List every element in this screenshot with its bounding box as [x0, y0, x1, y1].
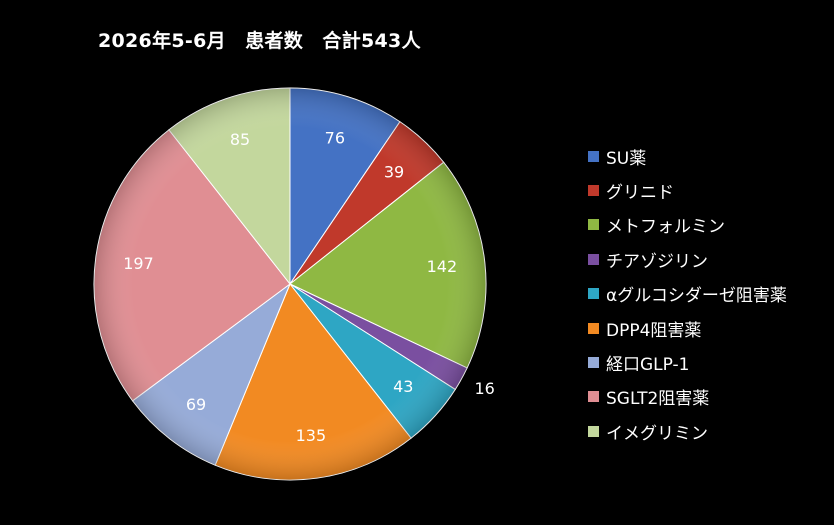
legend-swatch — [588, 425, 599, 437]
pie-data-labels: 76 39 142 16 43 135 69 197 85 — [123, 128, 495, 445]
legend-swatch — [588, 150, 599, 162]
legend-label: チアゾジリン — [606, 251, 708, 272]
legend-item-5: αグルコシダーゼ阻害薬 — [588, 277, 828, 311]
pie-data-label-5: 43 — [393, 377, 413, 396]
legend-label: SGLT2阻害薬 — [606, 389, 710, 410]
legend-swatch — [588, 357, 599, 369]
pie-data-label-3: 142 — [427, 257, 458, 276]
legend-item-2: グリニド — [588, 173, 828, 207]
legend-label: グリニド — [606, 183, 674, 204]
pie-data-label-1: 76 — [325, 128, 345, 147]
legend-label: αグルコシダーゼ阻害薬 — [606, 286, 787, 307]
legend-swatch — [588, 219, 599, 231]
legend-item-6: DPP4阻害薬 — [588, 311, 828, 345]
legend-label: メトフォルミン — [606, 217, 725, 238]
pie-data-label-9: 85 — [230, 130, 250, 149]
legend-item-8: SGLT2阻害薬 — [588, 380, 828, 414]
chart-legend: SU薬グリニドメトフォルミン チアゾジリン αグルコシダーゼ阻害薬 DPP4阻害薬 経口… — [588, 139, 828, 449]
pie-data-label-2: 39 — [384, 162, 404, 181]
legend-item-7: 経口GLP-1 — [588, 345, 828, 379]
legend-swatch — [588, 322, 599, 334]
legend-item-3: メトフォルミン — [588, 208, 828, 242]
chart-title: 2026年5-6月 患者数 合計543人 — [98, 30, 421, 52]
pie-data-label-7: 69 — [186, 395, 206, 414]
legend-swatch — [588, 288, 599, 300]
legend-item-4: チアゾジリン — [588, 242, 828, 276]
pie-data-label-8: 197 — [123, 254, 154, 273]
legend-swatch — [588, 391, 599, 403]
legend-label: イメグリミン — [606, 423, 708, 444]
legend-item-9: イメグリミン — [588, 414, 828, 448]
legend-label: DPP4阻害薬 — [606, 320, 702, 341]
legend-item-1: SU薬 — [588, 139, 828, 173]
legend-label: 経口GLP-1 — [606, 355, 690, 376]
legend-swatch — [588, 253, 599, 265]
pie-data-label-6: 135 — [296, 426, 327, 445]
legend-swatch — [588, 185, 599, 197]
pie-data-label-4: 16 — [474, 379, 494, 398]
pie-slices — [93, 87, 487, 481]
legend-label: SU薬 — [606, 148, 647, 169]
